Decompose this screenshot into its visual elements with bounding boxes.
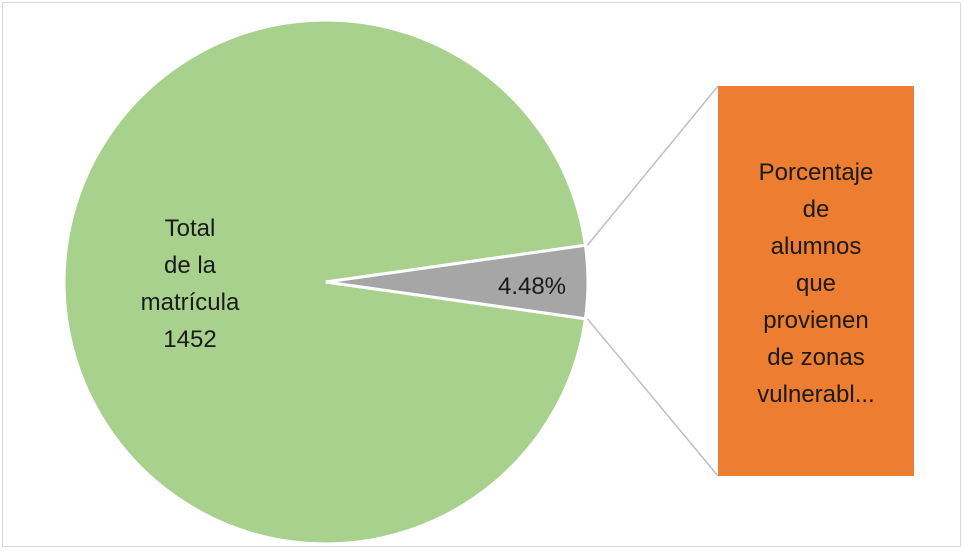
connector-lines — [586, 85, 719, 477]
data-label-total: Total de la matrícula 1452 — [141, 215, 240, 353]
data-labels: Total de la matrícula 1452 4.48% Porcentaje de… — [141, 159, 875, 408]
secondary-bar-group — [718, 86, 914, 476]
secondary-bar — [718, 86, 914, 476]
pie-slices — [62, 18, 590, 546]
connector-line-top — [586, 85, 719, 246]
pie-slice-total — [62, 18, 588, 546]
pie-slice-percent — [325, 243, 590, 321]
data-label-percent: 4.48% — [498, 273, 566, 300]
data-label-secondary-bar: Porcentaje de alumnos que provienen de zonas v… — [757, 159, 874, 408]
connector-line-bottom — [586, 318, 719, 477]
